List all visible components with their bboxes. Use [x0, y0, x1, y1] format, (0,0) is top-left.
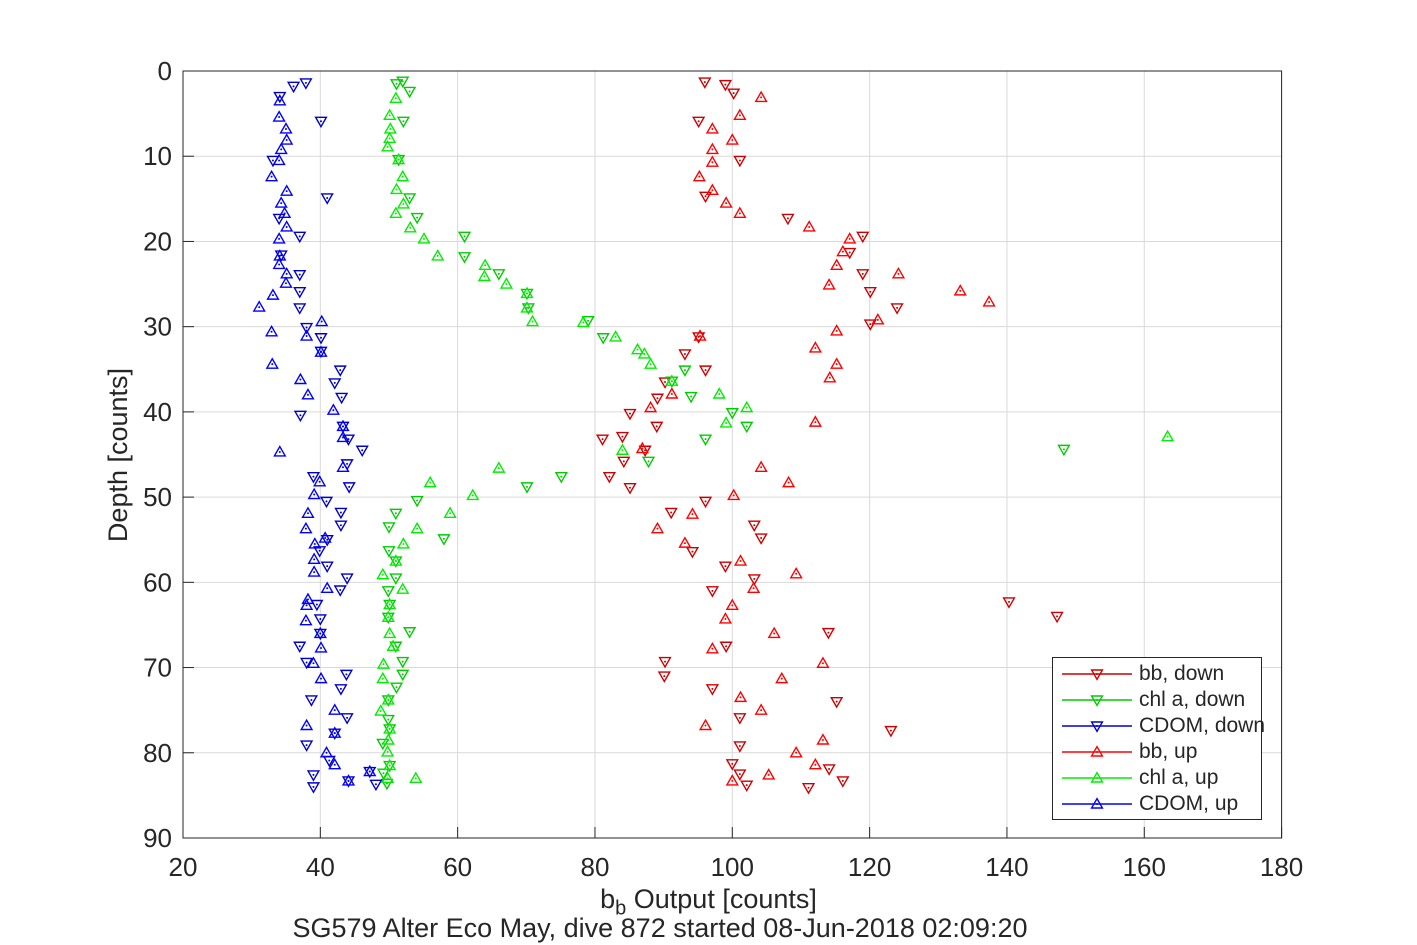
svg-text:30: 30 [143, 312, 172, 342]
legend-entry-cdom-down: CDOM, down [1053, 713, 1265, 738]
svg-text:90: 90 [143, 823, 172, 853]
legend-marker-chl-up [1062, 770, 1132, 783]
svg-text:20: 20 [169, 852, 198, 882]
series-chl-down [376, 76, 1071, 791]
y-tick-labels: 0 10 20 30 40 50 60 70 80 90 [143, 56, 172, 853]
svg-text:20: 20 [143, 226, 172, 256]
legend-entry-cdom-up: CDOM, up [1053, 791, 1261, 816]
legend-label-bb-down: bb, down [1139, 661, 1225, 685]
series-cdom-up [252, 94, 377, 786]
y-axis-label: Depth [counts] [103, 368, 133, 542]
legend-label-cdom-up: CDOM, up [1139, 791, 1239, 815]
svg-text:80: 80 [143, 738, 172, 768]
legend-entry-bb-down: bb, down [1053, 661, 1261, 686]
series-chl-up [374, 91, 1175, 784]
x-axis-label-base: b [600, 884, 616, 914]
x-axis-label-subscript: b [615, 897, 627, 920]
svg-text:80: 80 [581, 852, 610, 882]
series-bb-up [635, 90, 996, 786]
svg-text:0: 0 [158, 56, 172, 86]
svg-text:60: 60 [443, 852, 472, 882]
legend-marker-chl-down [1062, 694, 1132, 707]
figure-title: SG579 Alter Eco May, dive 872 started 08… [292, 913, 1028, 943]
legend-label-chl-up: chl a, up [1139, 765, 1219, 789]
x-axis-label-rest: Output [counts] [626, 884, 817, 914]
svg-text:40: 40 [143, 397, 172, 427]
legend-entry-chl-down: chl a, down [1053, 687, 1261, 712]
svg-text:70: 70 [143, 653, 172, 683]
series-bb-down [595, 77, 1064, 795]
svg-text:180: 180 [1260, 852, 1303, 882]
x-axis-label: bb Output [counts] [0, 884, 1417, 920]
svg-text:160: 160 [1123, 852, 1166, 882]
legend-marker-bb-down [1062, 668, 1132, 681]
legend-entry-chl-up: chl a, up [1053, 765, 1261, 790]
svg-text:120: 120 [848, 852, 891, 882]
legend-label-chl-down: chl a, down [1139, 687, 1246, 711]
legend-marker-cdom-down [1062, 720, 1132, 733]
series-cdom-down [266, 78, 383, 794]
legend-label-bb-up: bb, up [1139, 739, 1198, 763]
legend: bb, down chl a, down CDOM, down bb, up chl a… [1052, 657, 1265, 820]
svg-text:50: 50 [143, 482, 172, 512]
svg-text:10: 10 [143, 141, 172, 171]
legend-label-cdom-down: CDOM, down [1139, 713, 1266, 737]
svg-text:40: 40 [306, 852, 335, 882]
svg-text:60: 60 [143, 567, 172, 597]
svg-text:140: 140 [985, 852, 1028, 882]
legend-marker-bb-up [1062, 744, 1132, 757]
legend-entry-bb-up: bb, up [1053, 739, 1261, 764]
x-tick-labels: 20 40 60 80 100 120 140 160 180 [169, 852, 1304, 882]
tick-marks [182, 70, 1283, 839]
svg-text:100: 100 [711, 852, 754, 882]
legend-marker-cdom-up [1062, 796, 1132, 809]
